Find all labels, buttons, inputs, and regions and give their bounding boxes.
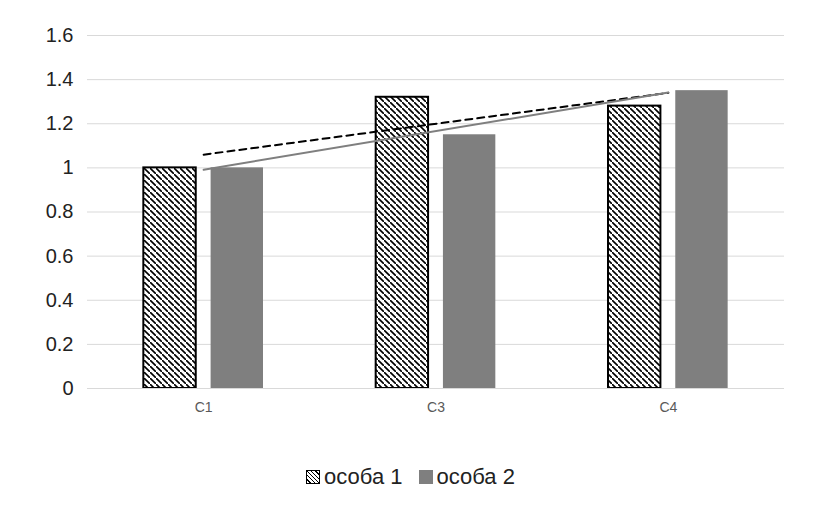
- svg-text:0.4: 0.4: [46, 289, 74, 311]
- svg-text:0.6: 0.6: [46, 245, 74, 267]
- svg-text:C3: C3: [427, 399, 445, 415]
- svg-text:C1: C1: [195, 399, 213, 415]
- svg-text:C4: C4: [659, 399, 677, 415]
- html-text:особа 2: особа 2: [436, 464, 515, 489]
- svg-text:1: 1: [62, 156, 73, 178]
- svg-text:1.4: 1.4: [46, 68, 74, 90]
- html-text:особа 1: особа 1: [324, 464, 403, 489]
- svg-text:0.2: 0.2: [46, 333, 74, 355]
- svg-text:0: 0: [62, 377, 73, 399]
- svg-text:0.8: 0.8: [46, 200, 74, 222]
- svg-text:1.2: 1.2: [46, 112, 74, 134]
- svg-text:1.6: 1.6: [46, 24, 74, 46]
